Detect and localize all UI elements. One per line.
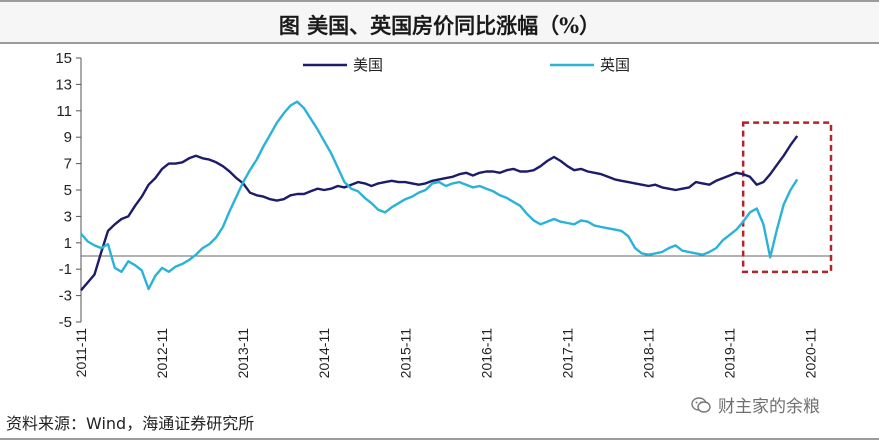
y-tick-label: -3 [59, 288, 72, 305]
watermark-text: 财主家的余粮 [718, 397, 820, 417]
bottom-rule [0, 438, 879, 440]
y-tick-label: 11 [56, 103, 72, 120]
source-note: 资料来源：Wind，海通证券研究所 [6, 414, 255, 433]
y-tick-label: -1 [59, 261, 72, 278]
legend-label: 美国 [353, 56, 383, 74]
y-tick-label: 13 [55, 76, 72, 93]
x-tick-label: 2012-11 [154, 328, 170, 379]
highlight-box [741, 121, 833, 274]
y-tick-label: 1 [64, 235, 72, 252]
x-tick-label: 2020-11 [803, 328, 819, 379]
y-tick-label: 7 [64, 156, 72, 173]
series-line-us [80, 135, 799, 292]
x-tick-label: 2014-11 [316, 328, 332, 379]
y-tick-label: 5 [64, 182, 72, 199]
x-tick-label: 2013-11 [235, 328, 251, 379]
x-tick-label: 2015-11 [397, 328, 413, 379]
title-bar: 图 美国、英国房价同比涨幅（%） [0, 0, 879, 44]
watermark: 财主家的余粮 [690, 392, 820, 417]
x-tick-label: 2019-11 [722, 328, 738, 379]
x-tick-label: 2017-11 [559, 328, 575, 379]
y-tick-label: -5 [59, 314, 72, 331]
chart-title: 图 美国、英国房价同比涨幅（%） [278, 13, 601, 38]
y-tick-label: 9 [64, 129, 72, 146]
y-tick-label: 3 [64, 208, 72, 225]
x-tick-label: 2011-11 [73, 328, 89, 378]
series-line-uk [80, 100, 799, 291]
y-tick-label: 15 [55, 50, 72, 67]
legend-label: 英国 [600, 56, 630, 74]
wechat-icon [691, 396, 711, 413]
x-tick-label: 2018-11 [641, 328, 657, 379]
x-tick-label: 2016-11 [478, 328, 494, 379]
